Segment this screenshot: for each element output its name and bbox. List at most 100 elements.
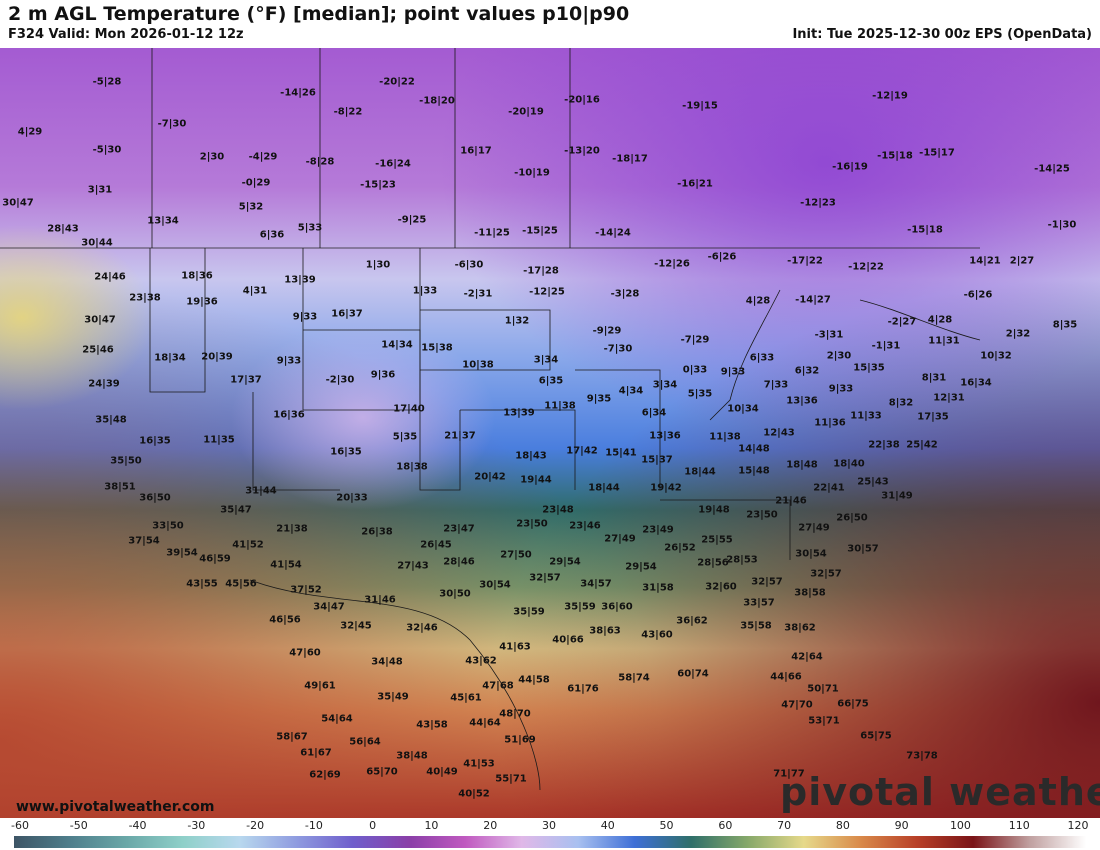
point-value: -6|26 — [707, 251, 737, 263]
point-value: 11|36 — [814, 417, 846, 429]
point-value: 54|64 — [321, 713, 353, 725]
point-value: -7|29 — [680, 334, 710, 346]
point-value: 41|63 — [499, 641, 531, 653]
point-value: -0|29 — [241, 177, 271, 189]
point-value: 23|49 — [642, 524, 674, 536]
point-value: -19|15 — [682, 100, 718, 112]
point-value: 62|69 — [309, 769, 341, 781]
point-value: 41|52 — [232, 539, 264, 551]
point-value: 35|59 — [564, 601, 596, 613]
point-value: -9|29 — [592, 325, 622, 337]
point-value: 18|36 — [181, 270, 213, 282]
point-value: -15|23 — [360, 179, 396, 191]
point-value: 6|34 — [641, 407, 667, 419]
point-value: 43|58 — [416, 719, 448, 731]
point-value: -8|22 — [333, 106, 363, 118]
point-value: 37|54 — [128, 535, 160, 547]
point-value: 71|77 — [773, 768, 805, 780]
point-value: 4|34 — [618, 385, 644, 397]
point-value: -4|29 — [248, 151, 278, 163]
point-value: 15|38 — [421, 342, 453, 354]
point-value: 10|38 — [462, 359, 494, 371]
point-value: 9|33 — [276, 355, 302, 367]
init-time: Init: Tue 2025-12-30 00z EPS (OpenData) — [792, 27, 1092, 42]
colorbar-tick-label: -10 — [304, 819, 323, 832]
point-value: 16|37 — [331, 308, 363, 320]
temperature-field — [0, 48, 1100, 818]
point-value: 66|75 — [837, 698, 869, 710]
point-value: 18|34 — [154, 352, 186, 364]
point-value: 19|36 — [186, 296, 218, 308]
point-value: 28|43 — [47, 223, 79, 235]
point-value: 49|61 — [304, 680, 336, 692]
point-value: 27|50 — [500, 549, 532, 561]
colorbar-tick-label: 60 — [718, 819, 733, 832]
point-value: -6|30 — [454, 259, 484, 271]
point-value: 14|34 — [381, 339, 413, 351]
point-value: 30|44 — [81, 237, 113, 249]
point-value: 38|58 — [794, 587, 826, 599]
point-value: 28|46 — [443, 556, 475, 568]
point-value: 15|41 — [605, 447, 637, 459]
colorbar-ticks: -60 -50 -40 -30 -20 -10 0 10 20 30 40 50 60 70 80 90 100… — [0, 818, 1100, 834]
point-value: -10|19 — [514, 167, 550, 179]
point-value: 24|39 — [88, 378, 120, 390]
point-value: 43|55 — [186, 578, 218, 590]
point-value: 42|64 — [791, 651, 823, 663]
point-value: 15|35 — [853, 362, 885, 374]
point-value: 33|57 — [743, 597, 775, 609]
point-value: 2|32 — [1005, 328, 1031, 340]
point-value: 23|48 — [542, 504, 574, 516]
point-value: 21|37 — [444, 430, 476, 442]
point-value: -16|19 — [832, 161, 868, 173]
valid-time: F324 Valid: Mon 2026-01-12 12z — [8, 27, 244, 42]
colorbar-tick-label: 70 — [777, 819, 792, 832]
point-value: 13|36 — [786, 395, 818, 407]
point-value: 45|61 — [450, 692, 482, 704]
point-value: 15|37 — [641, 454, 673, 466]
point-value: -7|30 — [157, 118, 187, 130]
colorbar: -60 -50 -40 -30 -20 -10 0 10 20 30 40 50 60 70 80 90 100… — [0, 818, 1100, 850]
point-value: 11|38 — [709, 431, 741, 443]
point-value: 39|54 — [166, 547, 198, 559]
colorbar-tick-label: 50 — [659, 819, 674, 832]
colorbar-tick-label: -50 — [69, 819, 88, 832]
point-value: 26|50 — [836, 512, 868, 524]
point-value: 13|39 — [284, 274, 316, 286]
point-value: 6|32 — [794, 365, 820, 377]
point-value: 21|46 — [775, 495, 807, 507]
point-value: 19|42 — [650, 482, 682, 494]
point-value: 31|44 — [245, 485, 277, 497]
point-value: -5|28 — [92, 76, 122, 88]
point-value: -16|21 — [677, 178, 713, 190]
point-value: 20|39 — [201, 351, 233, 363]
temperature-map: -5|28 -14|26 -20|22 -18|20 -20|16 -19|15 -12|1… — [0, 48, 1100, 818]
point-value: 44|66 — [770, 671, 802, 683]
point-value: 16|34 — [960, 377, 992, 389]
point-value: 47|68 — [482, 680, 514, 692]
point-value: 1|30 — [365, 259, 391, 271]
point-value: 3|34 — [533, 354, 559, 366]
point-value: 13|36 — [649, 430, 681, 442]
point-value: 28|56 — [697, 557, 729, 569]
point-value: 51|69 — [504, 734, 536, 746]
point-value: 27|49 — [798, 522, 830, 534]
point-value: -8|28 — [305, 156, 335, 168]
point-value: 12|43 — [763, 427, 795, 439]
point-value: 31|46 — [364, 594, 396, 606]
point-value: 53|71 — [808, 715, 840, 727]
point-value: 38|48 — [396, 750, 428, 762]
point-value: 29|54 — [549, 556, 581, 568]
point-value: 26|45 — [420, 539, 452, 551]
point-value: -7|30 — [603, 343, 633, 355]
point-value: 30|47 — [84, 314, 116, 326]
point-value: 4|29 — [17, 126, 43, 138]
point-value: 4|28 — [745, 295, 771, 307]
colorbar-tick-label: 0 — [369, 819, 377, 832]
point-value: 17|40 — [393, 403, 425, 415]
point-value: 18|38 — [396, 461, 428, 473]
point-value: 47|70 — [781, 699, 813, 711]
point-value: 3|31 — [87, 184, 113, 196]
point-value: -1|30 — [1047, 219, 1077, 231]
point-value: 17|35 — [917, 411, 949, 423]
